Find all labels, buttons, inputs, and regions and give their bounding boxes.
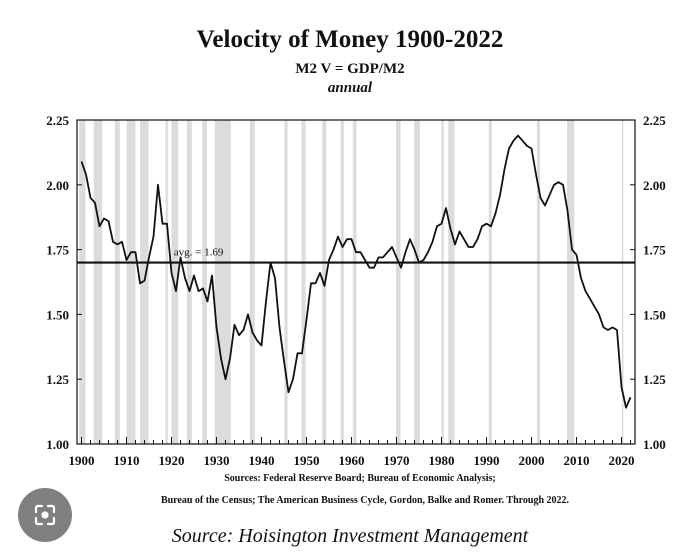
chart-subtitle: M2 V = GDP/M2	[295, 61, 405, 77]
x-tick-label: 1910	[114, 453, 140, 468]
velocity-series-line	[80, 134, 632, 409]
recession-band	[186, 120, 192, 444]
y-tick-label-left: 1.25	[46, 372, 69, 387]
recession-band	[448, 120, 455, 444]
recession-band	[301, 120, 306, 444]
x-tick-label: 2000	[519, 453, 545, 468]
x-tick-label: 2010	[564, 453, 590, 468]
chart-frequency-note: annual	[327, 80, 373, 96]
recession-band	[488, 120, 492, 444]
y-tick-label-left: 1.50	[46, 307, 69, 322]
y-tick-label-right: 1.00	[643, 437, 666, 452]
average-label: avg. = 1.69	[174, 247, 224, 259]
recession-band	[621, 120, 624, 444]
x-tick-label: 1940	[249, 453, 275, 468]
y-tick-label-left: 2.25	[46, 113, 69, 128]
recession-band	[140, 120, 149, 444]
sources-line-1: Sources: Federal Reserve Board; Bureau o…	[224, 473, 496, 484]
recession-band	[352, 120, 357, 444]
x-tick-label: 1930	[204, 453, 230, 468]
recession-band	[171, 120, 179, 444]
x-tick-label: 1950	[294, 453, 320, 468]
x-tick-label: 2020	[609, 453, 635, 468]
plot-frame	[76, 119, 636, 445]
recession-band	[340, 120, 344, 444]
x-tick-label: 1980	[429, 453, 455, 468]
y-tick-label-right: 1.25	[643, 372, 666, 387]
recession-band	[396, 120, 401, 444]
x-tick-label: 1920	[159, 453, 185, 468]
recession-band	[414, 120, 420, 444]
x-tick-label: 1990	[474, 453, 500, 468]
recession-band	[165, 120, 168, 444]
y-tick-label-right: 2.25	[643, 113, 666, 128]
y-tick-label-right: 2.00	[643, 178, 666, 193]
recession-band	[79, 120, 86, 444]
y-tick-label-right: 1.75	[643, 243, 666, 258]
lens-glyph-icon	[34, 504, 56, 526]
y-tick-label-left: 1.75	[46, 243, 69, 258]
recession-band	[202, 120, 208, 444]
recession-band	[567, 120, 575, 444]
x-tick-label: 1960	[339, 453, 365, 468]
x-tick-label: 1900	[69, 453, 95, 468]
y-tick-label-right: 1.50	[643, 307, 666, 322]
recession-band	[114, 120, 120, 444]
recession-band	[126, 120, 136, 444]
recession-band	[93, 120, 103, 444]
lens-search-icon[interactable]	[18, 488, 72, 542]
y-tick-label-left: 1.00	[46, 437, 69, 452]
recession-band	[284, 120, 288, 444]
y-tick-label-left: 2.00	[46, 178, 69, 193]
recession-band	[441, 120, 444, 444]
sources-line-2: Bureau of the Census; The American Busin…	[160, 495, 570, 506]
source-footer: Source: Hoisington Investment Management	[171, 525, 529, 547]
x-tick-label: 1970	[384, 453, 410, 468]
recession-band	[214, 120, 231, 444]
recession-band	[536, 120, 541, 444]
chart-title: Velocity of Money 1900-2022	[196, 26, 504, 53]
recession-band	[249, 120, 255, 444]
